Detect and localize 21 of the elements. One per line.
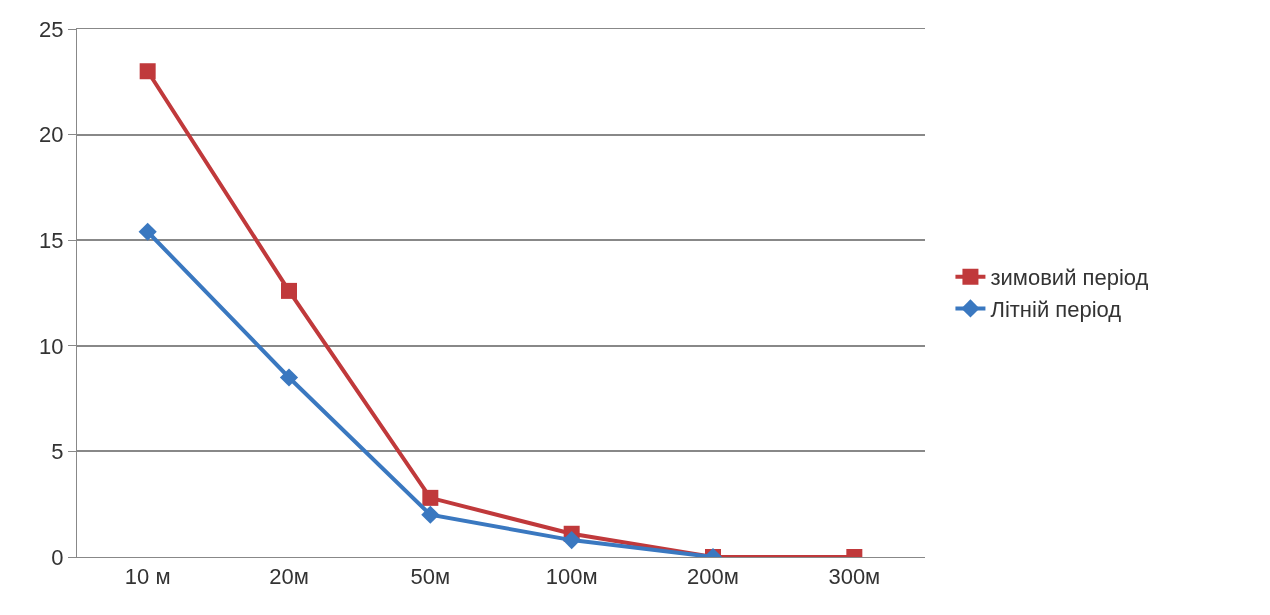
y-tick-label: 5 xyxy=(51,439,64,465)
point xyxy=(279,368,299,387)
point xyxy=(421,505,440,524)
x-tick-label: 300м xyxy=(828,564,881,590)
x-tick-label: 50м xyxy=(410,564,451,590)
point xyxy=(422,489,439,506)
point xyxy=(139,63,156,80)
x-tick-label: 20м xyxy=(269,564,309,590)
y-tick-label: 0 xyxy=(51,544,64,570)
y-tick-label: 15 xyxy=(39,227,64,253)
y-tick-label: 25 xyxy=(39,16,64,42)
y-tick-label: 10 xyxy=(39,333,64,359)
y-tick-label: 20 xyxy=(39,122,64,148)
point xyxy=(562,531,581,550)
point xyxy=(281,282,297,299)
point xyxy=(138,222,157,241)
x-tick-label: 100м xyxy=(545,564,598,590)
legend-label: Літній період xyxy=(990,296,1122,322)
x-tick-label: 10 м xyxy=(124,564,171,590)
x-tick-label: 200м xyxy=(687,564,739,590)
legend-label: зимовий період xyxy=(990,265,1149,291)
